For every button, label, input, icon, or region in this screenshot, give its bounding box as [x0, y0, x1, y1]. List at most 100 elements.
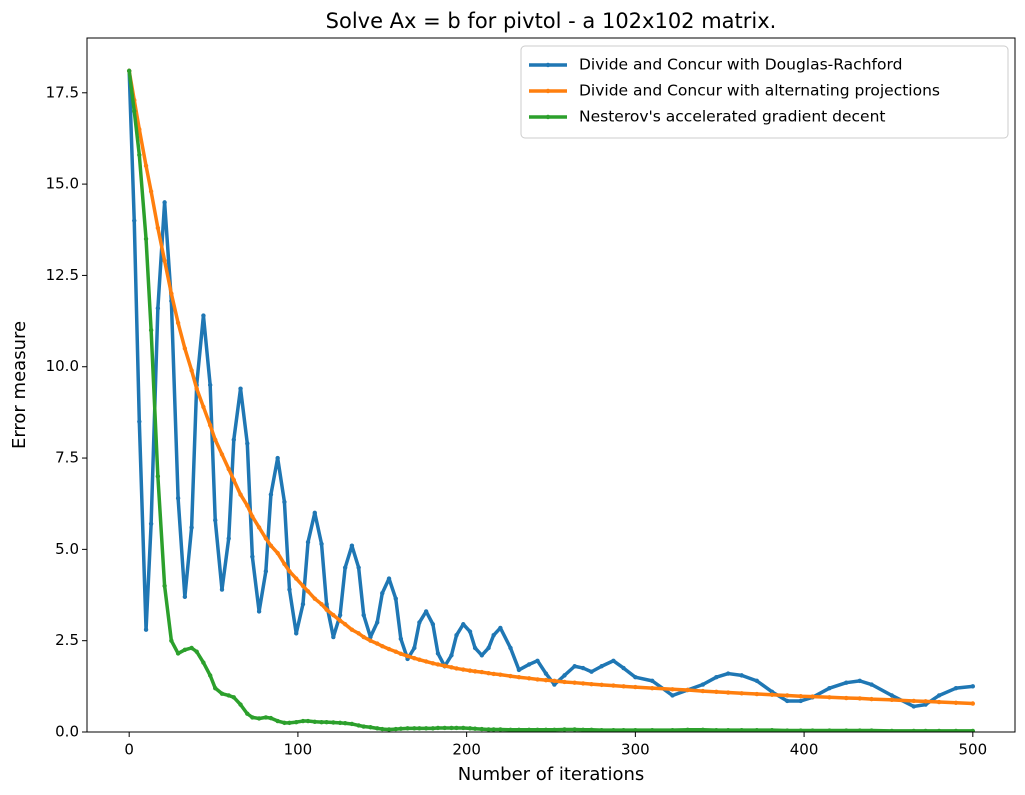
x-tick-label: 0	[124, 741, 134, 759]
legend-marker	[545, 114, 551, 120]
point	[472, 669, 478, 674]
point	[449, 725, 454, 731]
point	[189, 368, 194, 373]
point	[250, 715, 255, 720]
y-tick-label: 0.0	[55, 723, 79, 741]
point	[189, 645, 194, 651]
point	[294, 576, 299, 581]
point	[479, 669, 485, 675]
point	[454, 666, 459, 671]
point	[572, 664, 577, 669]
point	[461, 725, 466, 731]
point	[535, 658, 540, 663]
y-axis-label: Error measure	[9, 321, 30, 449]
point	[143, 627, 149, 632]
point	[423, 726, 429, 731]
point	[889, 728, 895, 732]
point	[911, 704, 916, 709]
legend-label: Divide and Concur with Douglas-Rachford	[579, 56, 902, 74]
point	[435, 662, 441, 667]
point	[337, 618, 343, 623]
point	[194, 649, 199, 654]
point	[201, 404, 206, 410]
point	[754, 727, 760, 732]
point	[238, 386, 243, 391]
point	[739, 727, 744, 732]
point	[611, 658, 616, 663]
point	[562, 727, 567, 732]
point	[936, 693, 942, 698]
point	[268, 715, 274, 721]
point	[543, 671, 549, 676]
point	[169, 638, 174, 643]
point	[148, 189, 154, 194]
point	[552, 682, 557, 687]
point	[953, 728, 959, 732]
x-tick-label: 400	[790, 741, 819, 759]
point	[725, 727, 731, 732]
point	[182, 647, 188, 653]
point	[213, 517, 218, 523]
point	[361, 634, 366, 640]
point	[287, 569, 292, 574]
point	[386, 576, 392, 581]
point	[268, 492, 274, 497]
point	[201, 660, 206, 665]
point	[700, 727, 706, 732]
point	[472, 726, 478, 731]
point	[467, 629, 473, 634]
point	[621, 684, 626, 689]
point	[331, 612, 336, 618]
point	[294, 719, 299, 725]
point	[324, 719, 329, 725]
point	[380, 726, 385, 732]
point	[423, 659, 429, 664]
point	[685, 727, 690, 732]
point	[282, 499, 287, 505]
point	[412, 726, 417, 731]
point	[633, 675, 638, 680]
line	[127, 70, 974, 709]
point	[312, 719, 317, 724]
point	[256, 716, 262, 721]
point	[368, 725, 373, 730]
point	[552, 727, 557, 732]
point	[953, 685, 959, 691]
point	[155, 225, 161, 231]
point	[137, 152, 142, 158]
series	[126, 68, 976, 706]
point	[621, 727, 626, 732]
point	[143, 236, 149, 242]
point	[430, 622, 436, 627]
point	[263, 536, 269, 541]
point	[132, 108, 137, 114]
series	[126, 68, 976, 732]
point	[231, 695, 236, 700]
point	[342, 622, 348, 627]
point	[526, 662, 532, 667]
point	[714, 689, 719, 695]
point	[219, 452, 225, 457]
point	[155, 306, 161, 311]
point	[349, 627, 355, 632]
point	[287, 720, 292, 726]
point	[810, 728, 815, 732]
point	[650, 678, 655, 684]
point	[798, 698, 803, 704]
point	[572, 680, 577, 685]
point	[324, 607, 329, 612]
point	[650, 685, 655, 691]
point	[175, 651, 181, 656]
legend-marker	[545, 62, 551, 68]
point	[467, 726, 473, 731]
plot-frame	[86, 37, 1016, 733]
point	[175, 496, 181, 501]
point	[953, 700, 959, 705]
point	[869, 696, 874, 702]
point	[331, 634, 336, 640]
point	[219, 691, 225, 696]
point	[155, 474, 161, 479]
point	[417, 620, 422, 625]
series	[126, 68, 976, 709]
point	[282, 720, 287, 726]
